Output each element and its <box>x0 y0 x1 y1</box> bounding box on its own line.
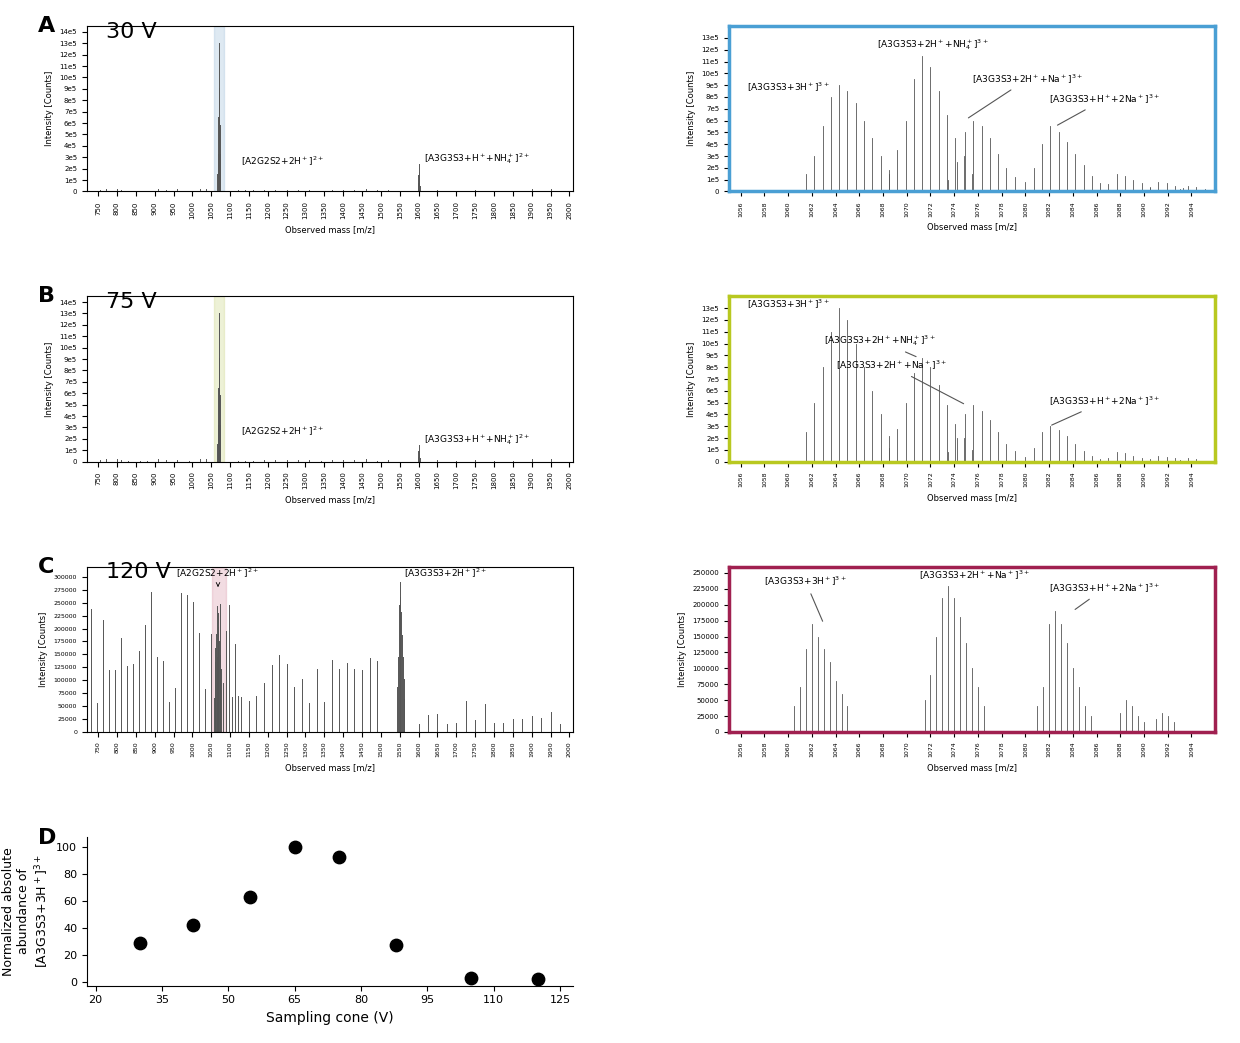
Point <box>461 969 481 986</box>
X-axis label: Observed mass [m/z]: Observed mass [m/z] <box>285 762 374 772</box>
Text: [A3G3S3+H$^+$+2Na$^+$]$^{3+}$: [A3G3S3+H$^+$+2Na$^+$]$^{3+}$ <box>1049 394 1161 426</box>
Text: 30 V: 30 V <box>107 22 157 42</box>
Text: D: D <box>38 828 57 848</box>
Point <box>387 937 407 953</box>
Text: [A3G3S3+H$^+$+2Na$^+$]$^{3+}$: [A3G3S3+H$^+$+2Na$^+$]$^{3+}$ <box>1049 93 1161 125</box>
Text: [A3G3S3+2H$^+$+Na$^+$]$^{3+}$: [A3G3S3+2H$^+$+Na$^+$]$^{3+}$ <box>919 569 1029 582</box>
Text: [A3G3S3+3H$^+$]$^{3+}$: [A3G3S3+3H$^+$]$^{3+}$ <box>746 298 830 311</box>
Y-axis label: Intensity [Counts]: Intensity [Counts] <box>38 611 48 687</box>
Y-axis label: Normalized absolute
abundance of
[A3G3S3+3H$^+$]$^{3+}$: Normalized absolute abundance of [A3G3S3… <box>2 847 51 975</box>
Text: C: C <box>38 557 55 577</box>
Text: [A3G3S3+2H$^+$+Na$^+$]$^{3+}$: [A3G3S3+2H$^+$+Na$^+$]$^{3+}$ <box>836 359 963 404</box>
Y-axis label: Intensity [Counts]: Intensity [Counts] <box>677 611 687 687</box>
Text: 75 V: 75 V <box>107 292 157 312</box>
Text: [A3G3S3+2H$^+$+Na$^+$]$^{3+}$: [A3G3S3+2H$^+$+Na$^+$]$^{3+}$ <box>968 73 1083 118</box>
Text: B: B <box>38 287 55 307</box>
X-axis label: Observed mass [m/z]: Observed mass [m/z] <box>928 492 1017 502</box>
Text: [A2G2S2+2H$^+$]$^{2+}$: [A2G2S2+2H$^+$]$^{2+}$ <box>242 154 325 168</box>
Bar <box>215 296 224 462</box>
Text: [A2G2S2+2H$^+$]$^{2+}$: [A2G2S2+2H$^+$]$^{2+}$ <box>242 425 325 438</box>
Y-axis label: Intensity [Counts]: Intensity [Counts] <box>45 71 53 146</box>
Text: [A3G3S3+2H$^+$+NH$_4^+$]$^{3+}$: [A3G3S3+2H$^+$+NH$_4^+$]$^{3+}$ <box>823 333 935 357</box>
X-axis label: Observed mass [m/z]: Observed mass [m/z] <box>928 763 1017 772</box>
Text: [A2G2S2+2H$^+$]$^{2+}$: [A2G2S2+2H$^+$]$^{2+}$ <box>176 566 259 586</box>
Text: [A3G3S3+H$^+$+NH$_4^+$]$^{2+}$: [A3G3S3+H$^+$+NH$_4^+$]$^{2+}$ <box>424 433 531 447</box>
Text: [A3G3S3+2H$^+$+NH$_4^+$]$^{3+}$: [A3G3S3+2H$^+$+NH$_4^+$]$^{3+}$ <box>877 37 990 52</box>
Y-axis label: Intensity [Counts]: Intensity [Counts] <box>45 341 53 417</box>
X-axis label: Observed mass [m/z]: Observed mass [m/z] <box>285 224 374 234</box>
Point <box>528 971 548 988</box>
Y-axis label: Intensity [Counts]: Intensity [Counts] <box>687 341 696 417</box>
Point <box>285 840 305 856</box>
Point <box>184 917 203 933</box>
Text: 120 V: 120 V <box>107 562 171 582</box>
X-axis label: Observed mass [m/z]: Observed mass [m/z] <box>928 222 1017 232</box>
Text: [A3G3S3+H$^+$+2Na$^+$]$^{3+}$: [A3G3S3+H$^+$+2Na$^+$]$^{3+}$ <box>1049 582 1161 609</box>
Text: [A3G3S3+3H$^+$]$^{3+}$: [A3G3S3+3H$^+$]$^{3+}$ <box>764 576 847 622</box>
Point <box>329 849 348 866</box>
Bar <box>212 566 226 732</box>
Text: [A3G3S3+2H$^+$]$^{2+}$: [A3G3S3+2H$^+$]$^{2+}$ <box>403 566 486 580</box>
Y-axis label: Intensity [Counts]: Intensity [Counts] <box>687 71 696 146</box>
X-axis label: Observed mass [m/z]: Observed mass [m/z] <box>285 495 374 504</box>
Text: A: A <box>38 16 56 37</box>
Bar <box>215 26 224 192</box>
Text: [A3G3S3+H$^+$+NH$_4^+$]$^{2+}$: [A3G3S3+H$^+$+NH$_4^+$]$^{2+}$ <box>424 151 531 166</box>
Point <box>241 889 260 905</box>
Point <box>130 935 150 951</box>
Text: [A3G3S3+3H$^+$]$^{3+}$: [A3G3S3+3H$^+$]$^{3+}$ <box>746 80 830 94</box>
X-axis label: Sampling cone (V): Sampling cone (V) <box>267 1011 394 1025</box>
